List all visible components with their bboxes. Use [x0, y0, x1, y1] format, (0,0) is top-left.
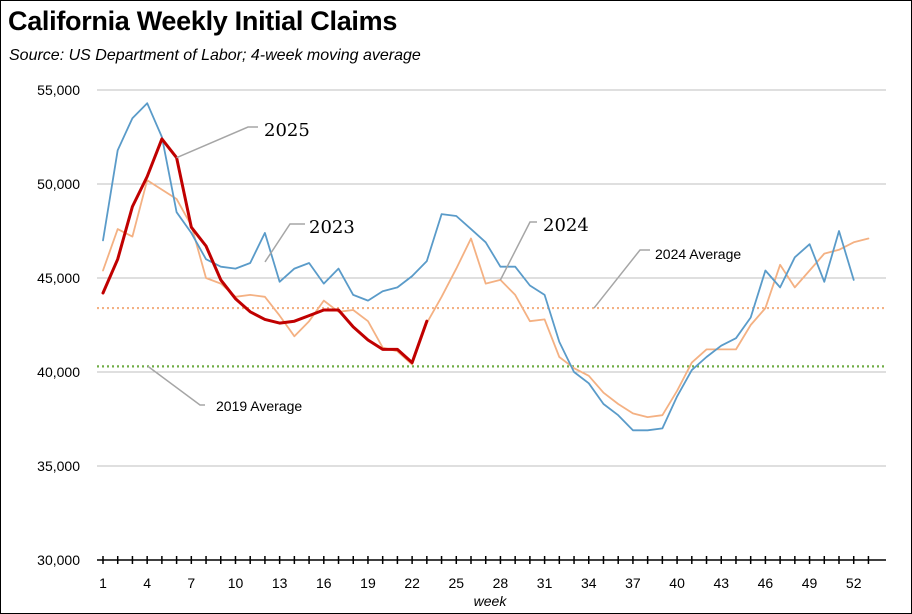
chart-title: California Weekly Initial Claims: [8, 6, 398, 36]
y-tick-label: 35,000: [37, 458, 80, 474]
gridlines: [97, 89, 886, 467]
y-tick-label: 40,000: [37, 364, 80, 380]
x-tick-label: 46: [758, 575, 774, 591]
x-tick-label: 22: [404, 575, 420, 591]
x-tick-label: 16: [316, 575, 332, 591]
series-lines: [101, 102, 870, 432]
annotation-2024: 2024: [543, 215, 589, 236]
annotation-leaders: [147, 126, 650, 406]
x-tick-label: 7: [187, 575, 195, 591]
reference-lines: [97, 306, 886, 368]
x-tick-label: 10: [228, 575, 244, 591]
x-tick-label: 31: [537, 575, 553, 591]
chart-subtitle: Source: US Department of Labor; 4-week m…: [9, 47, 421, 64]
leader-2023: [264, 223, 305, 263]
x-tick-label: 34: [581, 575, 597, 591]
x-tick-label: 52: [846, 575, 862, 591]
x-tick-label: 1: [99, 575, 107, 591]
series-line: [102, 102, 855, 432]
series-line: [101, 137, 429, 365]
annotation-2025: 2025: [264, 120, 310, 141]
y-tick-label: 30,000: [37, 552, 80, 568]
x-tick-label: 25: [448, 575, 464, 591]
y-tick-label: 45,000: [37, 270, 80, 286]
x-tick-label: 28: [493, 575, 509, 591]
x-tick-label: 37: [625, 575, 641, 591]
series-line: [102, 179, 870, 419]
x-tick-label: 13: [272, 575, 288, 591]
annotation-2023: 2023: [309, 217, 355, 238]
leader-2024: [499, 221, 537, 281]
x-tick-label: 19: [360, 575, 376, 591]
annotation-2019-average: 2019 Average: [216, 398, 302, 414]
x-tick-label: 49: [802, 575, 818, 591]
leader-2025: [176, 126, 258, 159]
annotation-2024-average: 2024 Average: [655, 246, 741, 262]
x-tick-label: 4: [143, 575, 151, 591]
x-axis-label: week: [474, 593, 508, 609]
leader-2024-average: [593, 249, 650, 309]
x-axis: 1 4 7 10 13 16 19 22 25 28 31 34 37 40 43 46 49 52: [97, 556, 886, 591]
y-axis-ticks: 30,000 35,000 40,000 45,000 50,000 55,000: [37, 82, 80, 568]
y-tick-label: 55,000: [37, 82, 80, 98]
y-tick-label: 50,000: [37, 176, 80, 192]
x-tick-label: 40: [669, 575, 685, 591]
leader-2019-average: [147, 365, 205, 406]
x-tick-label: 43: [713, 575, 729, 591]
